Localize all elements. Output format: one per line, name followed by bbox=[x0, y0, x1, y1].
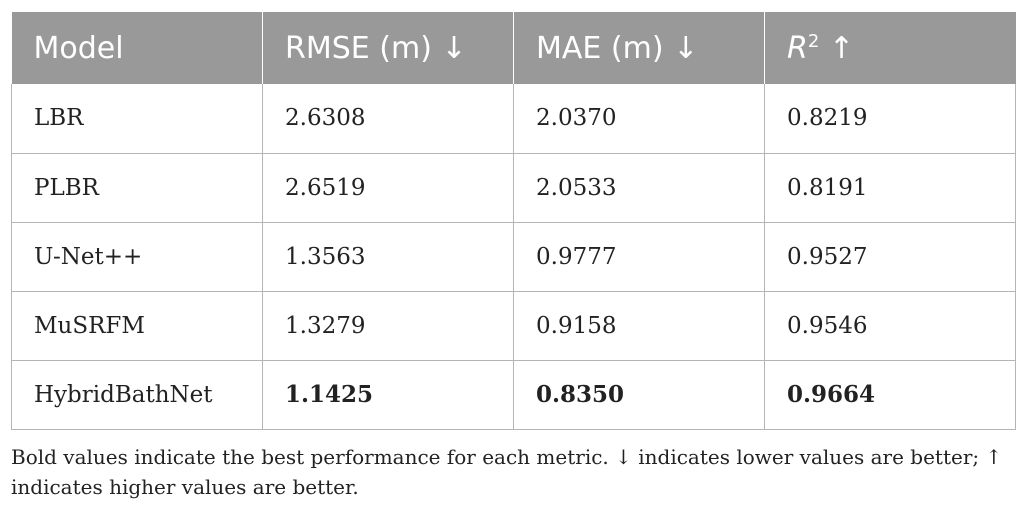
table-row: PLBR 2.6519 2.0533 0.8191 bbox=[11, 153, 1016, 223]
cell-mae: 2.0533 bbox=[513, 153, 765, 223]
cell-model: U-Net++ bbox=[11, 222, 263, 292]
table-footnote: Bold values indicate the best performanc… bbox=[11, 445, 1003, 499]
header-r2-sup: 2 bbox=[807, 30, 820, 52]
header-model: Model bbox=[11, 12, 263, 84]
cell-mae: 0.9777 bbox=[513, 222, 765, 292]
header-r2: R2 ↑ bbox=[764, 12, 1016, 84]
cell-rmse: 1.3563 bbox=[262, 222, 514, 292]
header-mae: MAE (m) ↓ bbox=[513, 12, 765, 84]
cell-rmse: 1.3279 bbox=[262, 291, 514, 361]
cell-mae: 0.9158 bbox=[513, 291, 765, 361]
header-r2-base: R bbox=[787, 30, 808, 66]
table-row: MuSRFM 1.3279 0.9158 0.9546 bbox=[11, 291, 1016, 361]
header-r2-arrow: ↑ bbox=[819, 30, 854, 66]
cell-rmse-best: 1.1425 bbox=[262, 360, 514, 430]
cell-r2: 0.9546 bbox=[764, 291, 1016, 361]
header-rmse: RMSE (m) ↓ bbox=[262, 12, 514, 84]
cell-model: LBR bbox=[11, 84, 263, 154]
cell-rmse: 2.6308 bbox=[262, 84, 514, 154]
cell-model: PLBR bbox=[11, 153, 263, 223]
cell-rmse: 2.6519 bbox=[262, 153, 514, 223]
cell-model: HybridBathNet bbox=[11, 360, 263, 430]
cell-r2-best: 0.9664 bbox=[764, 360, 1016, 430]
cell-r2: 0.9527 bbox=[764, 222, 1016, 292]
cell-mae: 2.0370 bbox=[513, 84, 765, 154]
table-row: U-Net++ 1.3563 0.9777 0.9527 bbox=[11, 222, 1016, 292]
table-row: HybridBathNet 1.1425 0.8350 0.9664 bbox=[11, 360, 1016, 430]
results-table-wrapper: Model RMSE (m) ↓ MAE (m) ↓ R2 ↑ LBR 2.63… bbox=[11, 12, 1016, 430]
cell-r2: 0.8219 bbox=[764, 84, 1016, 154]
cell-r2: 0.8191 bbox=[764, 153, 1016, 223]
results-table: Model RMSE (m) ↓ MAE (m) ↓ R2 ↑ LBR 2.63… bbox=[11, 12, 1016, 430]
table-row: LBR 2.6308 2.0370 0.8219 bbox=[11, 84, 1016, 154]
table-header-row: Model RMSE (m) ↓ MAE (m) ↓ R2 ↑ bbox=[11, 12, 1016, 84]
cell-mae-best: 0.8350 bbox=[513, 360, 765, 430]
cell-model: MuSRFM bbox=[11, 291, 263, 361]
